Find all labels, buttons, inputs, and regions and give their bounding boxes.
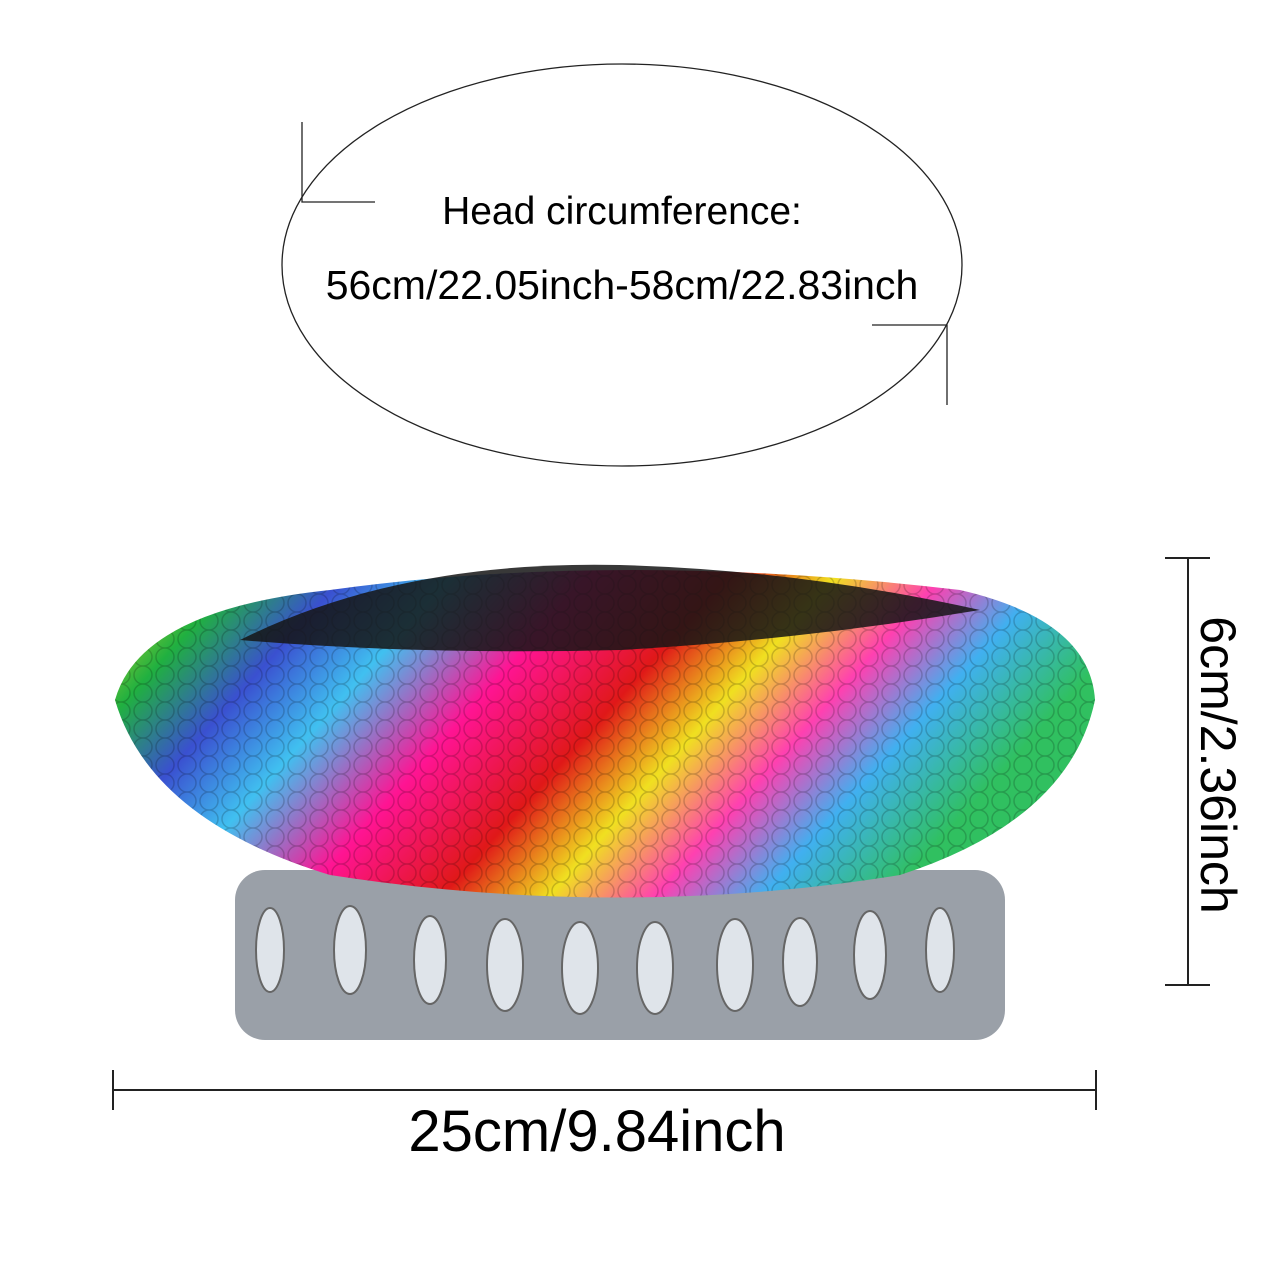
head-circumference-label: Head circumference:: [442, 190, 802, 233]
corner-mark-bottom-right: [872, 324, 948, 405]
height-dimension-line: [1165, 557, 1210, 986]
sequin-beret-hat-icon: [115, 564, 1095, 1040]
head-circumference-value: 56cm/22.05inch-58cm/22.83inch: [325, 262, 919, 308]
width-dimension-line: [112, 1070, 1097, 1110]
height-value: 6cm/2.36inch: [1190, 616, 1246, 914]
circumference-ellipse: [281, 63, 963, 467]
corner-mark-top-left: [301, 122, 375, 203]
width-value: 25cm/9.84inch: [408, 1099, 786, 1164]
